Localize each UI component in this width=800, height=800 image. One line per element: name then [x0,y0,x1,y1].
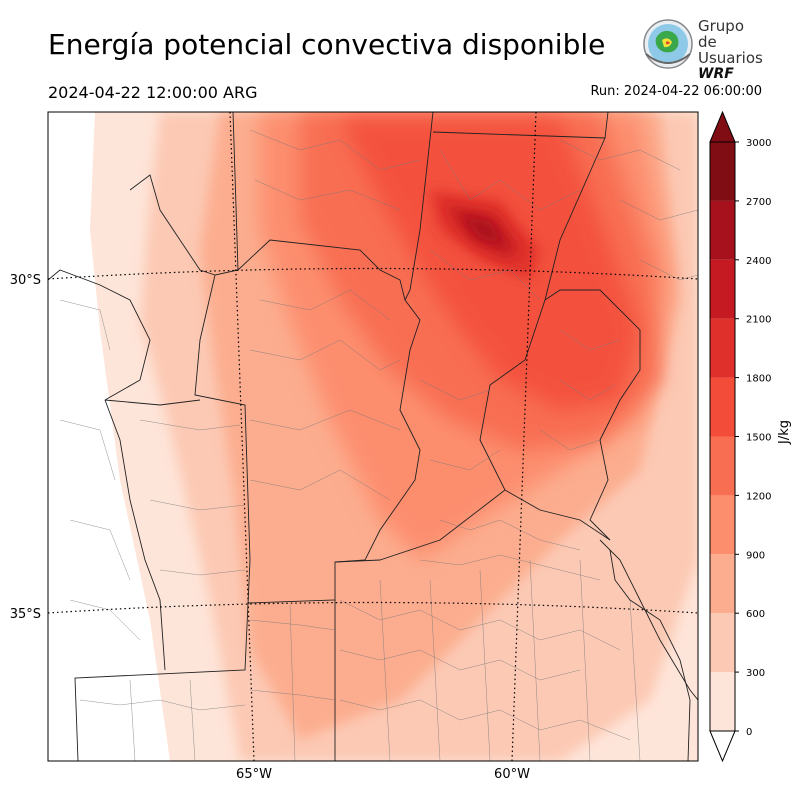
colorbar-extend-min [709,730,736,763]
department-borders [59,129,698,761]
colorbar-tick-label: 2100 [746,315,771,326]
colorbar-tick-label: 3000 [746,138,771,149]
lat-label-35s: 35°S [10,607,41,622]
cape-field [48,112,698,761]
colorbar-segment [710,613,735,673]
lat-label-30s: 30°S [10,273,41,288]
logo-line-1: Grupo de [698,17,744,51]
colorbar-tick-label: 900 [746,550,765,561]
cape-level-2400-2700 [460,215,505,245]
colorbar-tick-label: 2400 [746,256,771,267]
colorbar: 0 300 600 900 1200 1500 1800 2100 2400 2700 3000 [709,110,771,763]
page-title: Energía potencial convectiva disponible [48,28,606,61]
colorbar-tick-label: 300 [746,668,765,679]
map-frame [47,111,699,762]
colorbar-segment [710,259,735,319]
colorbar-extend-max [709,110,736,143]
coastline [609,549,691,761]
colorbar-segment [710,318,735,378]
colorbar-tick-label: 600 [746,609,765,620]
lon-label-65w: 65°W [236,767,272,782]
graticule [48,112,698,761]
colorbar-segment [710,495,735,555]
colorbar-segment [710,554,735,614]
colorbar-segment [710,436,735,496]
logo-line-2: Usuarios [698,49,763,67]
colorbar-tick-label: 2700 [746,197,771,208]
wrf-group-logo: Grupo de Usuarios WRF [640,14,763,82]
colorbar-label: J/kg [777,420,792,445]
province-borders [48,112,698,761]
colorbar-tick-label: 1200 [746,491,771,502]
run-time: Run: 2024-04-22 06:00:00 [590,84,762,99]
colorbar-tick-label: 1500 [746,433,771,444]
globe-icon [643,19,693,69]
colorbar-segment [710,672,735,731]
logo-line-3: WRF [698,66,734,82]
colorbar-segment [710,142,735,201]
valid-time: 2024-04-22 12:00:00 ARG [48,83,258,102]
colorbar-tick-label: 0 [746,727,752,738]
lon-label-60w: 60°W [494,767,530,782]
colorbar-segment [710,200,735,260]
colorbar-tick-label: 1800 [746,374,771,385]
colorbar-segment [710,377,735,437]
